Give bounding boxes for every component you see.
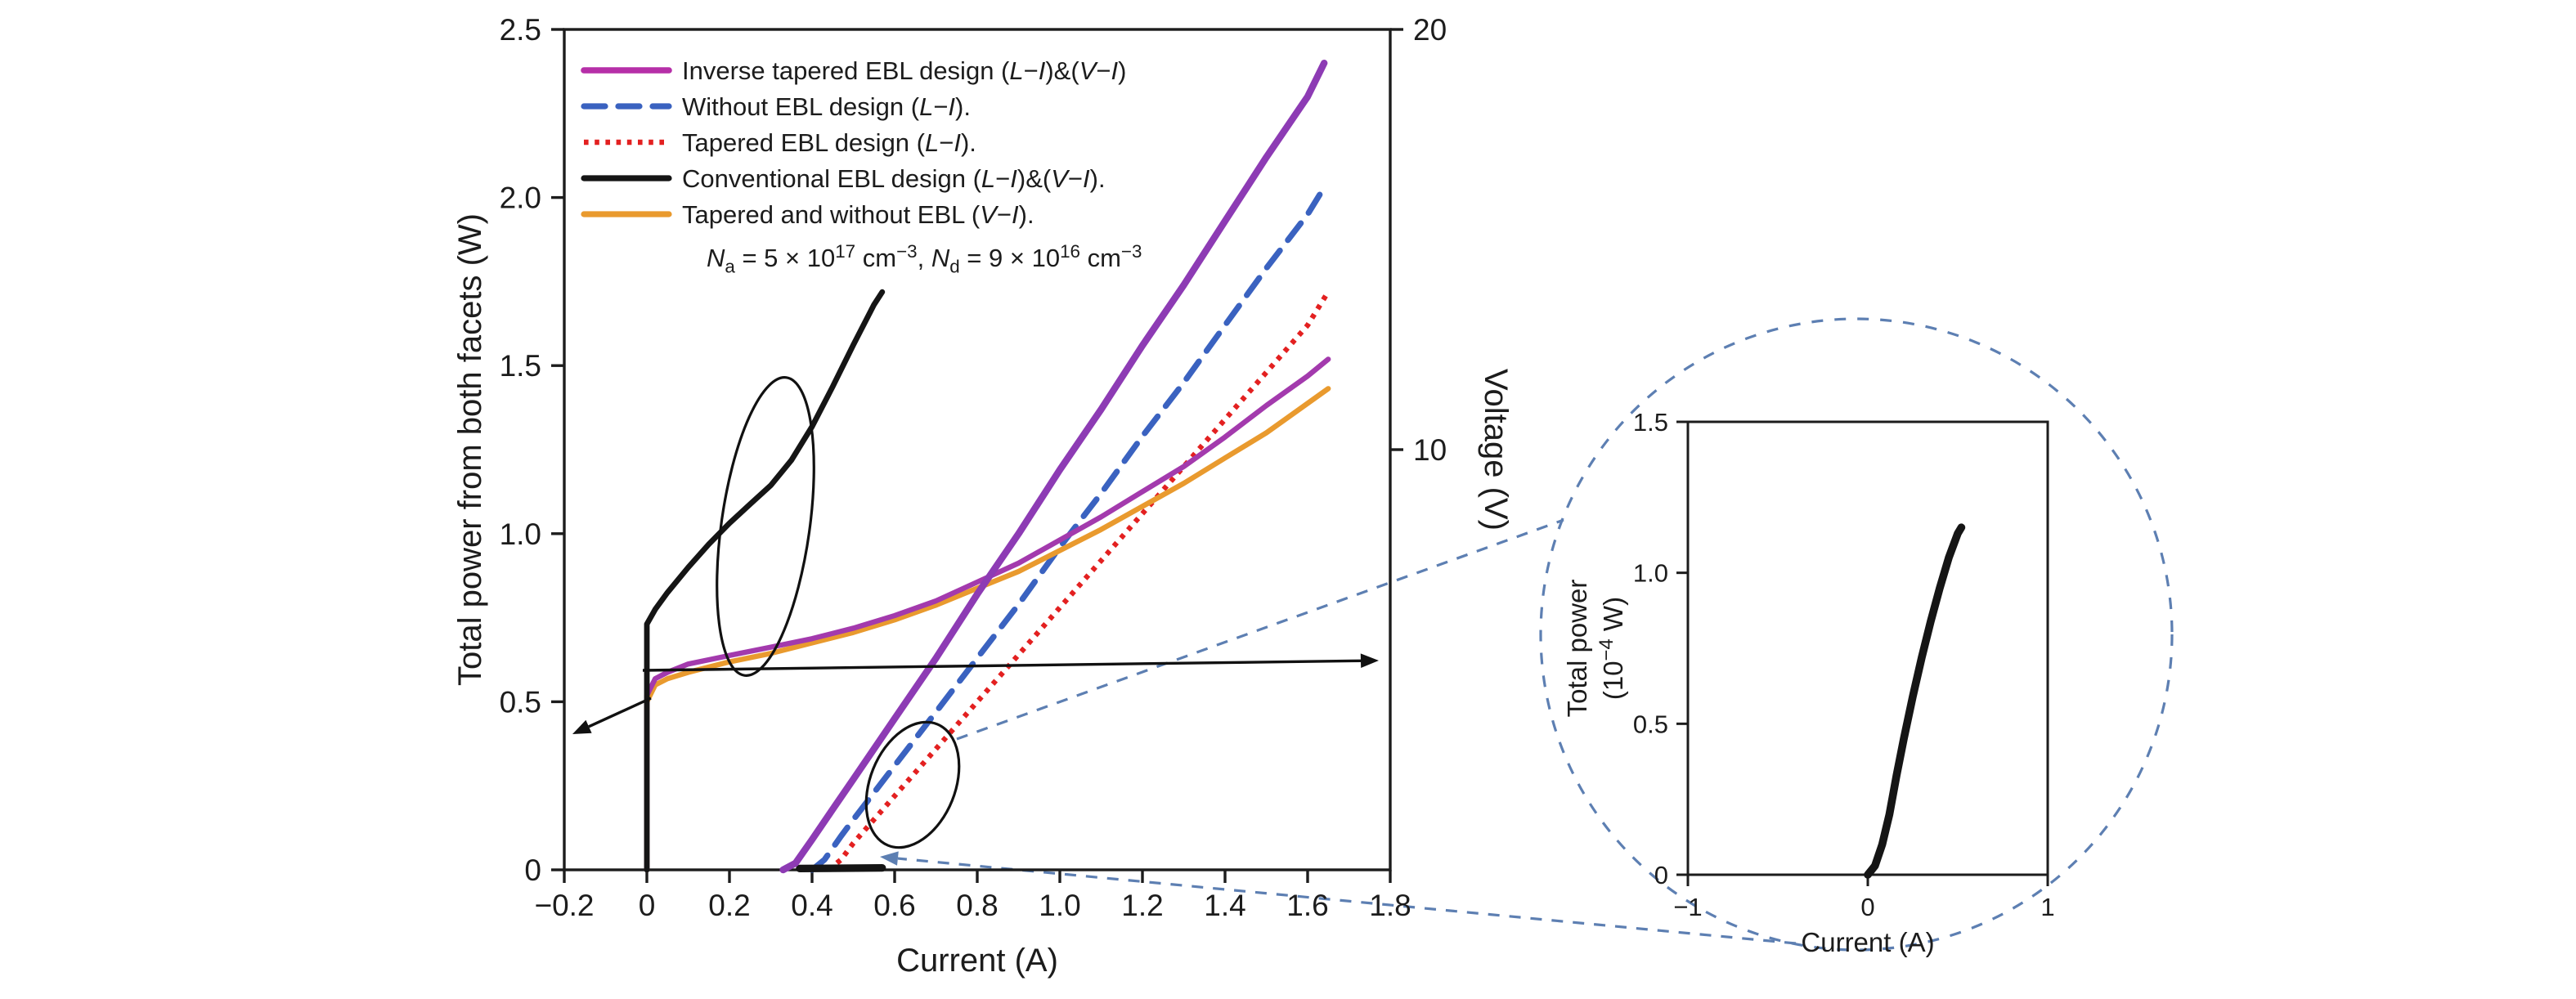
y-left-tick-label: 2.0 <box>500 181 541 215</box>
legend-label-4: Tapered and without EBL (V−I). <box>682 200 1034 229</box>
inset-y-tick-label: 1.5 <box>1633 408 1668 437</box>
y-left-tick-label: 1.5 <box>500 349 541 383</box>
ellipse-arrow-annotation-layer <box>572 376 1379 849</box>
series-conventional-ebl-vi <box>644 289 886 873</box>
inset-x-tick-label: 0 <box>1860 893 1874 921</box>
x-tick-label: 0.2 <box>708 889 750 922</box>
legend-label-0: Inverse tapered EBL design (L−I)&(V−I) <box>682 56 1126 85</box>
inset-x-tick-label: 1 <box>2040 893 2054 921</box>
y-left-tick-label: 0.5 <box>500 685 541 719</box>
y-right-tick-label: 20 <box>1413 13 1447 47</box>
legend-label-3: Conventional EBL design (L−I)&(V−I). <box>682 164 1106 193</box>
x-tick-label: 1.6 <box>1286 889 1328 922</box>
y-left-tick-label: 2.5 <box>500 13 541 47</box>
x-tick-label: −0.2 <box>534 889 594 922</box>
x-tick-label: 1.4 <box>1204 889 1245 922</box>
y-left-tick-label: 0 <box>524 853 541 887</box>
vi-curves-highlight-ellipse <box>716 376 815 677</box>
magnifier-connector-bottom <box>897 857 1797 945</box>
legend-label-2: Tapered EBL design (L−I). <box>682 128 976 157</box>
y-axis-right-title: Voltage (V) <box>1478 369 1514 531</box>
inset-y-tick-label: 0.5 <box>1633 710 1668 738</box>
inset-y-axis-title-line1: Total power <box>1562 580 1592 718</box>
x-tick-label: 0.4 <box>791 889 832 922</box>
legend-label-1: Without EBL design (L−I). <box>682 92 971 121</box>
inset-x-axis-title: Current (A) <box>1801 927 1934 957</box>
series-conventional-ebl-li <box>796 863 886 873</box>
magnifier-connector-bottom-arrowhead-icon <box>880 851 899 866</box>
inset-y-tick-label: 1.0 <box>1633 559 1668 588</box>
x-tick-label: 0.8 <box>956 889 998 922</box>
y-axis-left-title: Total power from both facets (W) <box>452 213 488 686</box>
x-axis-title: Current (A) <box>896 943 1058 979</box>
y-right-tick-label: 10 <box>1413 433 1447 467</box>
arrow-to-power-axis-arrowhead-icon <box>572 719 592 734</box>
series-tapered-ebl-li <box>827 290 1331 872</box>
x-tick-label: 1.8 <box>1369 889 1411 922</box>
x-tick-label: 1.0 <box>1039 889 1080 922</box>
inset-plot-frame <box>1686 420 2049 876</box>
arrow-to-voltage-axis-arrowhead-icon <box>1360 653 1379 668</box>
series-inverse-tapered-ebl-li <box>779 59 1328 874</box>
doping-annotation: Na = 5 × 1017 cm−3, Nd = 9 × 1016 cm−3 <box>707 241 1142 277</box>
x-tick-label: 1.2 <box>1121 889 1163 922</box>
y-left-tick-label: 1.0 <box>500 517 541 551</box>
series-inverse-tapered-ebl-vi <box>644 356 1331 873</box>
legend: Inverse tapered EBL design (L−I)&(V−I) Wi… <box>581 56 1142 277</box>
arrow-to-voltage-axis <box>642 659 1362 672</box>
magnifier-annotation-layer <box>880 317 2174 952</box>
x-tick-label: 0 <box>639 889 656 922</box>
inset-y-axis-title-line2: (10−4 W) <box>1595 597 1628 700</box>
inset-y-tick-label: 0 <box>1654 861 1668 889</box>
x-tick-label: 0.6 <box>873 889 915 922</box>
magnifier-connector-top <box>956 518 1564 741</box>
series-without-ebl-li <box>809 190 1323 873</box>
main-plot: −0.2 0 0.2 0.4 0.6 0.8 1.0 1.2 1.4 1.6 1.800.51.01… <box>452 13 1514 979</box>
series-tapered-and-without-ebl-vi <box>644 386 1331 873</box>
threshold-region-highlight-ellipse <box>864 720 961 849</box>
inset-series-conventional-ebl-li-zoom <box>1864 523 1966 879</box>
arrow-to-power-axis <box>588 697 652 728</box>
inset-x-tick-label: −1 <box>1673 893 1702 921</box>
magnifier-circle <box>1539 317 2174 952</box>
